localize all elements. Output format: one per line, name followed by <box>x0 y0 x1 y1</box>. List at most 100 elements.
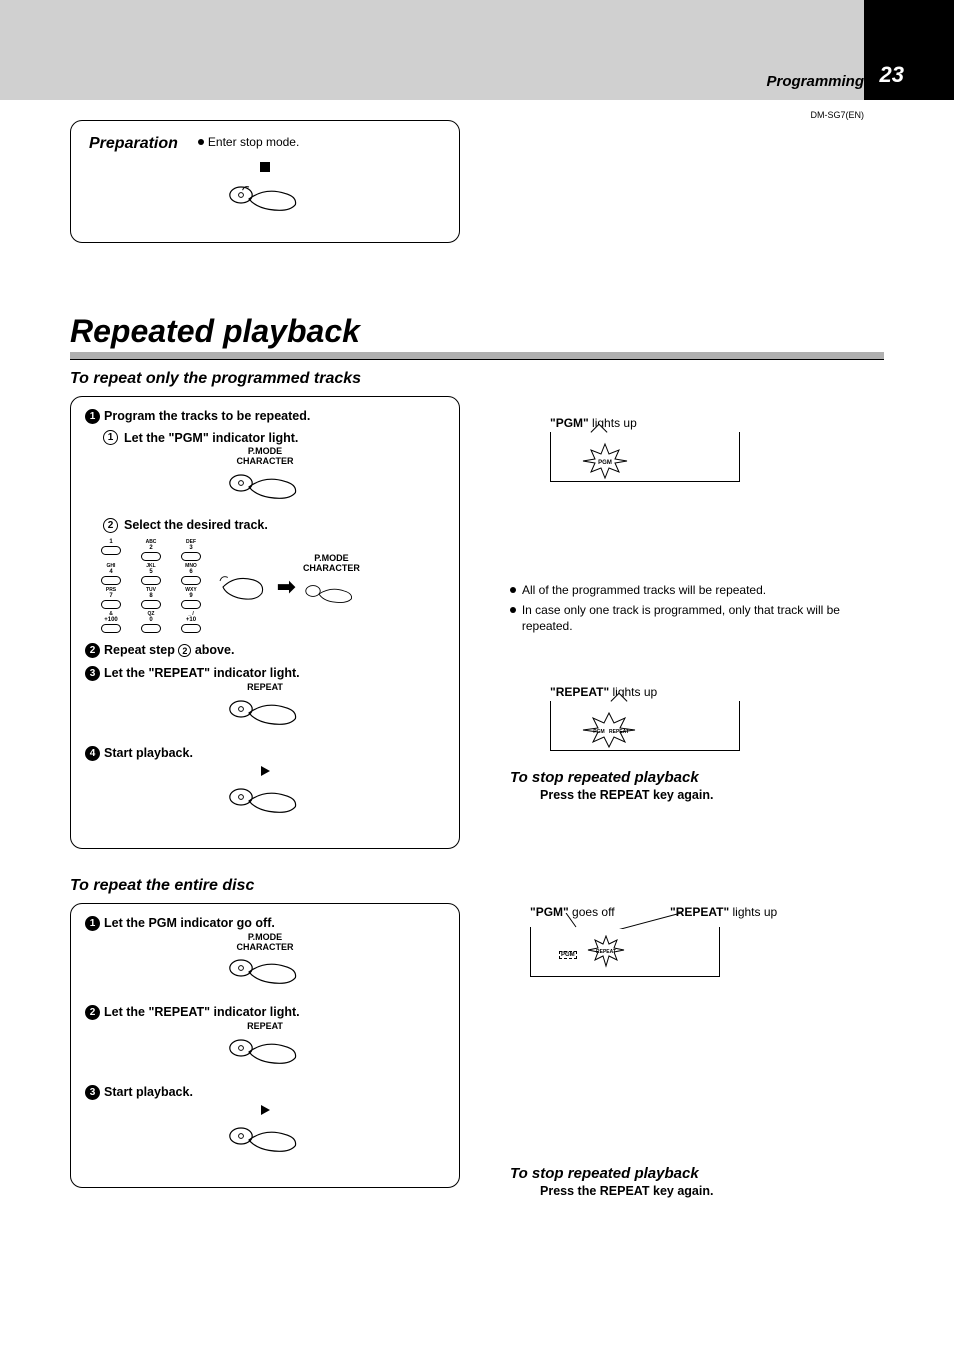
hand-press-icon <box>225 179 305 219</box>
play-icon <box>261 766 270 776</box>
step-1: 1 Program the tracks to be repeated. 1 L… <box>85 409 445 635</box>
hand-press-icon <box>225 693 305 733</box>
keypad-key: TUV8 <box>137 587 165 609</box>
hand-press-icon <box>225 781 305 821</box>
step-num-2: 2 <box>85 1005 100 1020</box>
starburst-icon: PGM REPEAT <box>569 711 649 749</box>
section2-instruction-box: 1 Let the PGM indicator go off. P.MODE C… <box>70 903 460 1189</box>
hand-press-icon <box>225 467 305 507</box>
step3-label: Let the "REPEAT" indicator light. <box>104 666 300 680</box>
keypad-key: MNO6 <box>177 563 205 585</box>
repeat-press: REPEAT <box>85 683 445 738</box>
doc-code: DM-SG7(EN) <box>811 110 865 120</box>
step1-label: Program the tracks to be repeated. <box>104 409 310 423</box>
numeric-keypad: 1ABC2DEF3GHI4JKL5MNO6PRS7TUV8WXY9&+100QZ… <box>97 539 205 635</box>
s2-step1-label: Let the PGM indicator go off. <box>104 916 275 930</box>
pmode-label-1: P.MODE CHARACTER <box>85 447 445 467</box>
title-underline <box>70 352 884 360</box>
step-num-1: 1 <box>85 409 100 424</box>
keypad-key: GHI4 <box>97 563 125 585</box>
section2-title: To repeat the entire disc <box>70 877 884 895</box>
step-num-3: 3 <box>85 666 100 681</box>
bullet-icon <box>198 139 204 145</box>
svg-text:PGM: PGM <box>593 729 604 735</box>
pgm-badge-dashed: PGM <box>559 951 577 959</box>
page-tab <box>864 0 954 100</box>
bullet-icon <box>510 587 516 593</box>
repeat-button-label: REPEAT <box>85 683 445 693</box>
section1-instruction-box: 1 Program the tracks to be repeated. 1 L… <box>70 396 460 849</box>
play-icon <box>261 1105 270 1115</box>
stop-press-illustration <box>89 161 441 224</box>
starburst-icon: REPEAT <box>581 935 631 969</box>
play-press-2 <box>85 1102 445 1165</box>
preparation-title: Preparation <box>89 135 178 153</box>
step2-label: Repeat step 2 above. <box>104 643 234 658</box>
hand-press-icon <box>225 1120 305 1160</box>
hand-press-icon <box>225 952 305 992</box>
repeat-button-label-2: REPEAT <box>85 1022 445 1032</box>
s2-step-1: 1 Let the PGM indicator go off. P.MODE C… <box>85 916 445 998</box>
substep-num-2: 2 <box>103 518 118 533</box>
step-4: 4 Start playback. <box>85 746 445 826</box>
keypad-key: DEF3 <box>177 539 205 561</box>
main-title: Repeated playback <box>70 313 884 350</box>
note1: All of the programmed tracks will be rep… <box>522 582 766 598</box>
pmode-label-3: P.MODE CHARACTER <box>85 933 445 953</box>
pgm-lights-label: "PGM" lights up <box>550 416 740 430</box>
note2: In case only one track is programmed, on… <box>522 602 884 634</box>
hand-press-icon <box>225 1032 305 1072</box>
hand-press-icon <box>301 574 361 614</box>
header-bar: Programming 23 <box>0 0 954 100</box>
notes: All of the programmed tracks will be rep… <box>510 582 884 635</box>
substep-num-1: 1 <box>103 430 118 445</box>
repeat-display: "REPEAT" lights up PGM REPEAT <box>550 685 740 751</box>
svg-text:PGM: PGM <box>598 460 612 466</box>
s2-step3-label: Start playback. <box>104 1085 193 1099</box>
repeat-press-2: REPEAT <box>85 1022 445 1077</box>
page-number: 23 <box>880 62 904 88</box>
stop-icon <box>260 162 270 172</box>
stop-text-1: Press the REPEAT key again. <box>540 788 884 802</box>
section-label: Programming <box>766 73 864 90</box>
stop-title-1: To stop repeated playback <box>510 769 884 786</box>
keypad-key: 1 <box>97 539 125 561</box>
pgm-display: "PGM" lights up PGM <box>550 416 740 482</box>
hand-press-icon <box>211 562 271 612</box>
repeat-lights-label: "REPEAT" lights up <box>550 685 740 699</box>
svg-text:REPEAT: REPEAT <box>596 949 616 955</box>
play-press <box>85 763 445 826</box>
stop-text-2: Press the REPEAT key again. <box>540 1184 884 1198</box>
section2-columns: 1 Let the PGM indicator go off. P.MODE C… <box>70 903 884 1198</box>
arrow-right-icon: ➡ <box>277 574 295 600</box>
pmode-press-2: P.MODE CHARACTER <box>85 933 445 998</box>
substep1-label: Let the "PGM" indicator light. <box>124 431 298 445</box>
keypad-key: _ /+10 <box>177 611 205 633</box>
keypad-key: QZ0 <box>137 611 165 633</box>
step-num-4: 4 <box>85 746 100 761</box>
preparation-box: Preparation Enter stop mode. <box>70 120 460 243</box>
step4-label: Start playback. <box>104 746 193 760</box>
section1-title: To repeat only the programmed tracks <box>70 370 884 388</box>
preparation-bullet: Enter stop mode. <box>198 135 299 149</box>
stop-title-2: To stop repeated playback <box>510 1165 884 1182</box>
step-2: 2 Repeat step 2 above. <box>85 643 445 658</box>
step-num-1: 1 <box>85 916 100 931</box>
step-3: 3 Let the "REPEAT" indicator light. REPE… <box>85 666 445 738</box>
pmode-press-1: P.MODE CHARACTER <box>85 447 445 512</box>
substep-1: 1 Let the "PGM" indicator light. <box>103 430 445 445</box>
manual-page: Programming 23 DM-SG7(EN) Preparation En… <box>0 0 954 1351</box>
keypad-key: WXY9 <box>177 587 205 609</box>
section2-right: "PGM" goes off "REPEAT" lights up PGM <box>510 903 884 1198</box>
content-area: Preparation Enter stop mode. Repeated pl… <box>0 100 954 1266</box>
callout-lines <box>531 913 721 929</box>
step-num-2: 2 <box>85 643 100 658</box>
step-num-3: 3 <box>85 1085 100 1100</box>
keypad-key: ABC2 <box>137 539 165 561</box>
svg-text:REPEAT: REPEAT <box>609 729 629 735</box>
s2-step-3: 3 Start playback. <box>85 1085 445 1165</box>
bullet-icon <box>510 607 516 613</box>
s2-step-2: 2 Let the "REPEAT" indicator light. REPE… <box>85 1005 445 1077</box>
section1-columns: 1 Program the tracks to be repeated. 1 L… <box>70 396 884 849</box>
pmode-label-2: P.MODE CHARACTER <box>301 554 361 574</box>
